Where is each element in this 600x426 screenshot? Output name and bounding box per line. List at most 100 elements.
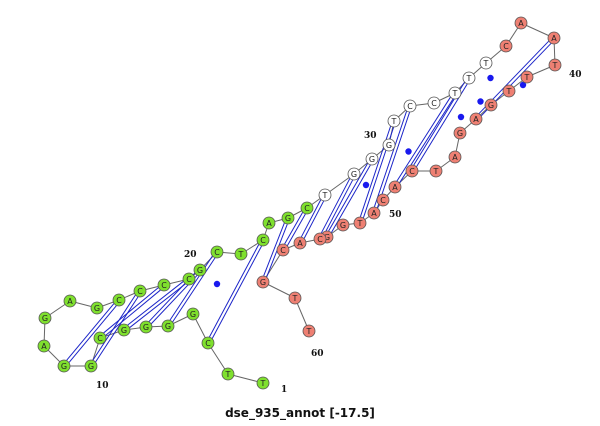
nucleotide-41: T [502, 84, 516, 98]
nucleotide-letter: A [266, 219, 272, 228]
pair-line [396, 96, 451, 182]
nucleotide-letter: G [143, 323, 149, 332]
nucleotide-circle [201, 336, 215, 350]
nucleotide-11: A [37, 339, 51, 353]
base-pair-double-line [127, 281, 186, 328]
nucleotide-14: G [90, 301, 104, 315]
nucleotide-letter: G [197, 266, 203, 275]
nucleotide-letter: C [304, 204, 310, 213]
nucleotide-letter: C [280, 246, 286, 255]
nucleotide-5: G [161, 319, 175, 333]
nucleotide-circle [117, 323, 131, 337]
nucleotide-letter: T [292, 294, 298, 303]
nucleotide-circle [514, 16, 528, 30]
nucleotide-letter: T [306, 327, 312, 336]
nucleotide-9: G [84, 359, 98, 373]
pair-line [127, 281, 184, 326]
nucleotide-32: C [427, 96, 441, 110]
nucleotide-36: C [499, 39, 513, 53]
nucleotide-19: G [193, 263, 207, 277]
nucleotide-31: C [403, 99, 417, 113]
pair-line [373, 111, 408, 207]
nucleotide-33: T [448, 86, 462, 100]
position-label-40: 40 [569, 70, 582, 80]
nucleotide-circle [405, 164, 419, 178]
nucleotide-26: T [318, 188, 332, 202]
pair-line [376, 112, 411, 208]
nucleotide-circle [133, 284, 147, 298]
nucleotide-circle [293, 236, 307, 250]
nucleotide-letter: C [116, 296, 122, 305]
nucleotide-17: C [157, 278, 171, 292]
base-pair-double-line [284, 212, 306, 246]
nucleotide-45: A [448, 150, 462, 164]
nucleotide-letter: A [297, 239, 303, 248]
nucleotide-54: C [313, 232, 327, 246]
nucleotide-circle [38, 311, 52, 325]
nucleotide-13: A [63, 294, 77, 308]
nucleotide-circle [347, 167, 361, 181]
nucleotide-circle [256, 376, 270, 390]
nucleotide-letter: C [205, 339, 211, 348]
nucleotide-circle [281, 211, 295, 225]
base-pair-double-line [103, 287, 161, 336]
nucleotide-15: C [112, 293, 126, 307]
nucleotide-circle [387, 114, 401, 128]
nucleotide-circle [318, 188, 332, 202]
nucleotide-circle [302, 324, 316, 338]
pair-line [323, 179, 354, 235]
nucleotide-circle [453, 126, 467, 140]
nucleotide-circle [256, 275, 270, 289]
nucleotide-40: T [520, 70, 534, 84]
position-label-1: 1 [281, 385, 287, 395]
nucleotide-27: G [347, 167, 361, 181]
nucleotide-letter: T [322, 191, 328, 200]
nucleotide-circle [193, 263, 207, 277]
nucleotide-circle [37, 339, 51, 353]
nucleotide-30: T [387, 114, 401, 128]
wobble-pair-dot [477, 98, 484, 105]
nucleotide-16: C [133, 284, 147, 298]
nucleotide-circle [139, 320, 153, 334]
nucleotide-letter: T [552, 61, 558, 70]
pair-line [300, 199, 322, 238]
wobble-pair-dot [405, 148, 412, 155]
nucleotide-letter: T [225, 370, 231, 379]
nucleotide-6: G [139, 320, 153, 334]
pair-line [92, 294, 136, 361]
nucleotide-circle [365, 152, 379, 166]
nucleotide-43: A [469, 112, 483, 126]
nucleotide-letter: A [518, 19, 524, 28]
nucleotide-letter: C [431, 99, 437, 108]
nucleotide-letter: A [392, 183, 398, 192]
nucleotide-circle [427, 96, 441, 110]
nucleotide-letter: T [506, 87, 512, 96]
nucleotide-circle [210, 245, 224, 259]
nucleotide-letter: T [452, 89, 458, 98]
nucleotide-circle [300, 201, 314, 215]
nucleotide-circle [548, 58, 562, 72]
nucleotide-letter: G [340, 221, 346, 230]
nucleotide-circle [288, 291, 302, 305]
nucleotide-circle [90, 301, 104, 315]
nucleotide-circle [186, 307, 200, 321]
nucleotide-38: A [547, 31, 561, 45]
nucleotide-51: T [353, 216, 367, 230]
pair-line [172, 257, 216, 323]
base-pair-double-line [373, 111, 411, 208]
nucleotide-1: T [256, 376, 270, 390]
nucleotide-letter: G [285, 214, 291, 223]
position-label-60: 60 [311, 349, 324, 359]
nucleotide-circle [336, 218, 350, 232]
pair-line [303, 200, 325, 239]
nucleotide-letter: G [61, 362, 67, 371]
nucleotide-letter: G [488, 101, 494, 110]
nucleotide-34: T [462, 71, 476, 85]
base-pair-double-line [92, 294, 139, 363]
nucleotide-letter: T [357, 219, 363, 228]
nucleotide-circle [234, 247, 248, 261]
nucleotide-letter: T [391, 117, 397, 126]
nucleotide-circle [403, 99, 417, 113]
nucleotide-letter: C [407, 102, 413, 111]
nucleotide-letter: C [161, 281, 167, 290]
